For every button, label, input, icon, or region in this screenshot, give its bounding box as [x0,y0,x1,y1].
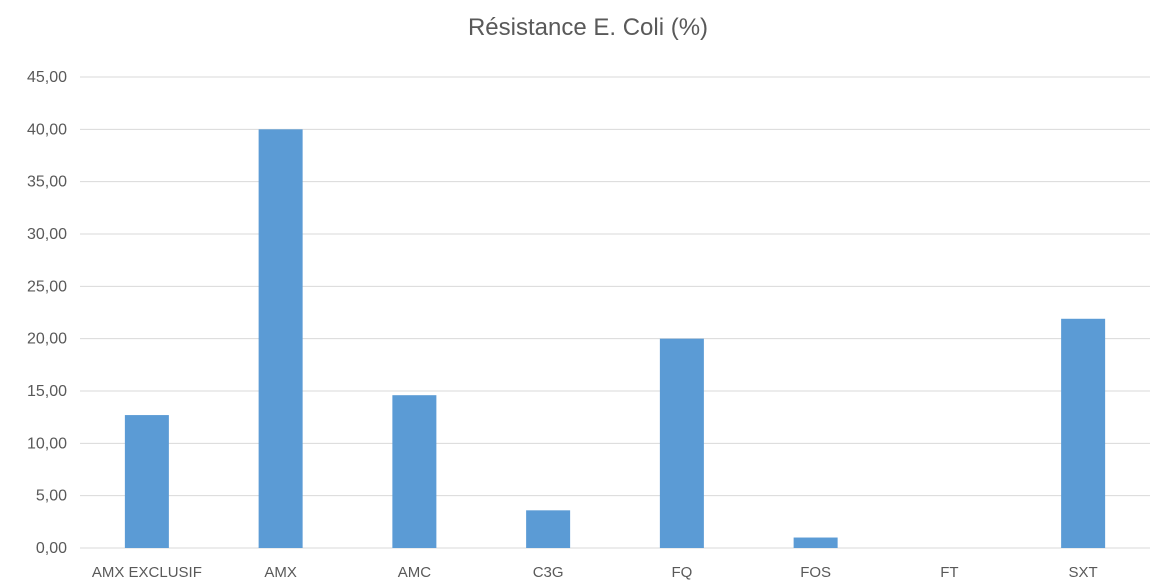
bar [1061,318,1106,548]
bar [258,129,303,549]
y-tick-label: 30,00 [27,226,67,243]
y-tick-label: 5,00 [36,488,67,505]
bar [793,537,838,548]
y-tick-label: 20,00 [27,331,67,348]
y-tick-label: 25,00 [27,278,67,295]
y-tick-label: 40,00 [27,121,67,138]
y-axis-ticks: 0,00 5,00 10,00 15,00 20,00 25,00 30,00 35,00 40… [27,69,67,557]
x-category-label: AMX [264,564,297,581]
y-tick-label: 45,00 [27,69,67,86]
x-category-label: AMC [398,564,432,581]
x-category-label: FT [940,564,958,581]
y-tick-label: 35,00 [27,174,67,191]
x-category-label: SXT [1069,564,1098,581]
y-tick-label: 15,00 [27,383,67,400]
bar [659,338,704,548]
bars [124,129,1106,549]
chart-title: Résistance E. Coli (%) [467,14,709,41]
x-category-label: FOS [800,564,831,581]
bar [526,510,571,548]
x-category-label: C3G [533,564,564,581]
x-category-label: AMX EXCLUSIF [92,564,202,581]
y-tick-label: 10,00 [27,435,67,452]
gridlines [80,76,1150,549]
y-tick-label: 0,00 [36,540,67,557]
x-axis-categories: AMX EXCLUSIF AMX AMC C3G FQ FOS FT SXT [92,564,1098,581]
bar [392,395,437,548]
x-category-label: FQ [671,564,692,581]
bar [124,415,169,548]
